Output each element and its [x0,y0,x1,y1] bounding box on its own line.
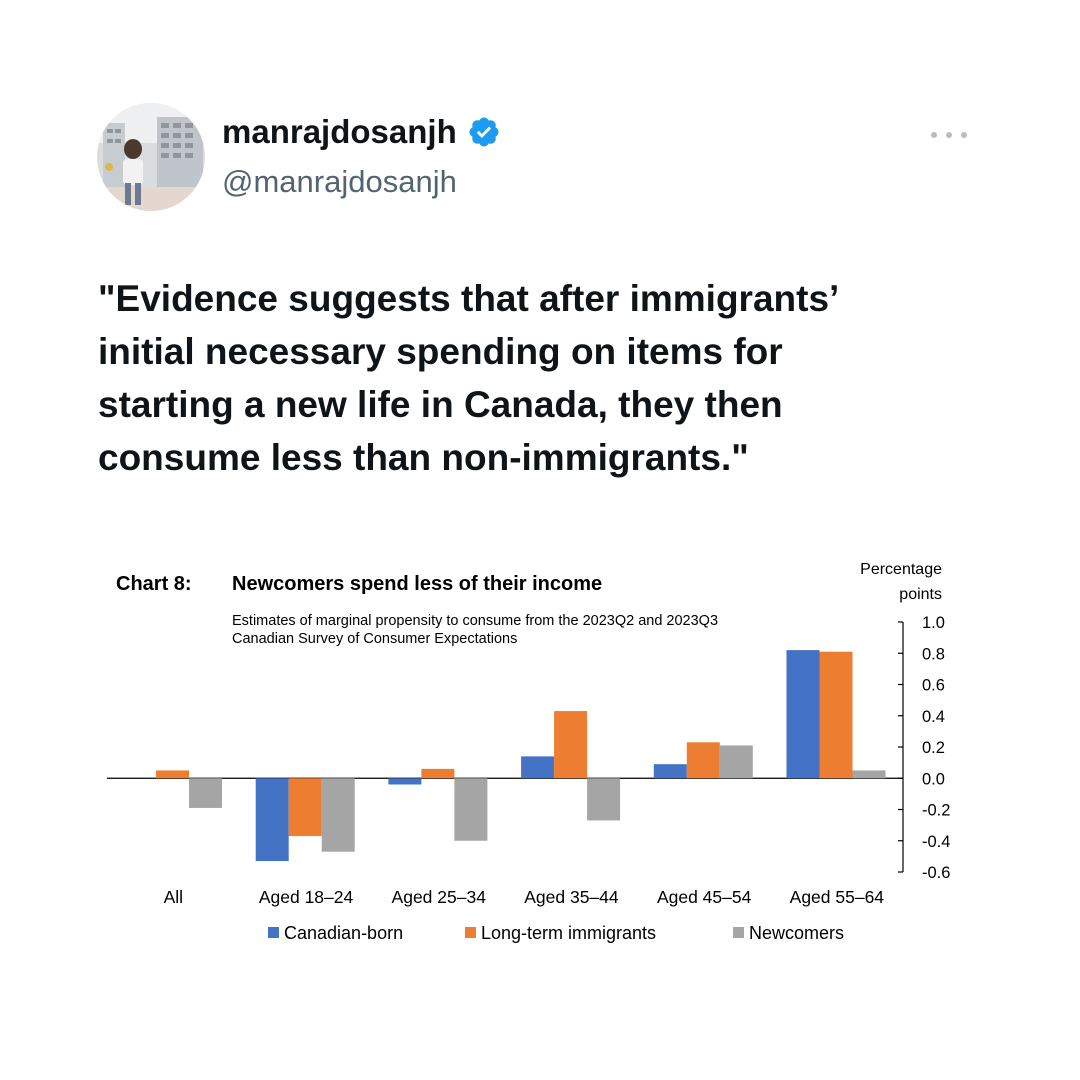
bar [819,651,853,779]
chart-image[interactable]: Chart 8: Newcomers spend less of their in… [0,540,1080,960]
y-tick-label: -0.6 [922,864,950,882]
y-tick-label: 0.2 [922,739,945,757]
display-name[interactable]: manrajdosanjh [222,113,457,150]
legend-swatch [465,927,476,938]
tweet-text: "Evidence suggests that after immigrants… [98,272,978,484]
y-axis-label: points [899,586,942,603]
x-tick-label: Aged 35–44 [524,887,619,907]
bar [288,778,322,837]
y-tick-label: 0.8 [922,645,945,663]
chart-title: Newcomers spend less of their income [232,573,602,595]
bar [587,778,621,821]
bar-chart: Chart 8: Newcomers spend less of their in… [107,561,950,943]
bar [852,770,886,779]
legend-label: Canadian-born [284,923,403,943]
legend-label: Long-term immigrants [481,923,656,943]
bar [454,778,488,841]
bar [653,764,687,779]
bar [321,778,355,852]
x-tick-label: All [164,887,183,907]
legend-swatch [733,927,744,938]
bar [255,778,289,862]
bar [719,745,753,779]
x-tick-label: Aged 25–34 [392,887,487,907]
more-dot [961,132,967,138]
y-tick-label: 0.0 [922,770,945,788]
chart-subtitle: Canadian Survey of Consumer Expectations [232,631,517,647]
y-tick-label: -0.2 [922,802,950,820]
x-tick-label: Aged 55–64 [790,887,885,907]
y-tick-label: 0.4 [922,708,945,726]
y-tick-label: 0.6 [922,677,945,695]
y-tick-label: 1.0 [922,614,945,632]
avatar[interactable] [97,103,205,211]
x-tick-label: Aged 18–24 [259,887,354,907]
user-handle[interactable]: @manrajdosanjh [222,164,457,199]
user-display-name-row[interactable]: manrajdosanjh [222,113,501,151]
more-dot [946,132,952,138]
legend-label: Newcomers [749,923,844,943]
tweet-line: initial necessary spending on items for [98,331,783,372]
bar [554,711,588,779]
chart-subtitle: Estimates of marginal propensity to cons… [232,613,718,629]
bar [521,756,555,779]
avatar-image [97,103,205,211]
bar [388,778,422,785]
bar [189,778,222,808]
y-axis-label: Percentage [860,561,942,578]
bar [156,770,189,779]
more-dot [931,132,937,138]
bar [421,768,455,779]
x-tick-label: Aged 45–54 [657,887,752,907]
tweet-line: consume less than non-immigrants." [98,437,749,478]
bar [686,742,720,779]
tweet-line: starting a new life in Canada, they then [98,384,783,425]
chart-number: Chart 8: [116,573,192,595]
bar [786,650,820,779]
more-options-icon[interactable] [931,120,967,150]
verified-badge-icon [467,115,501,149]
legend-swatch [268,927,279,938]
tweet-line: "Evidence suggests that after immigrants… [98,278,840,319]
y-tick-label: -0.4 [922,833,950,851]
